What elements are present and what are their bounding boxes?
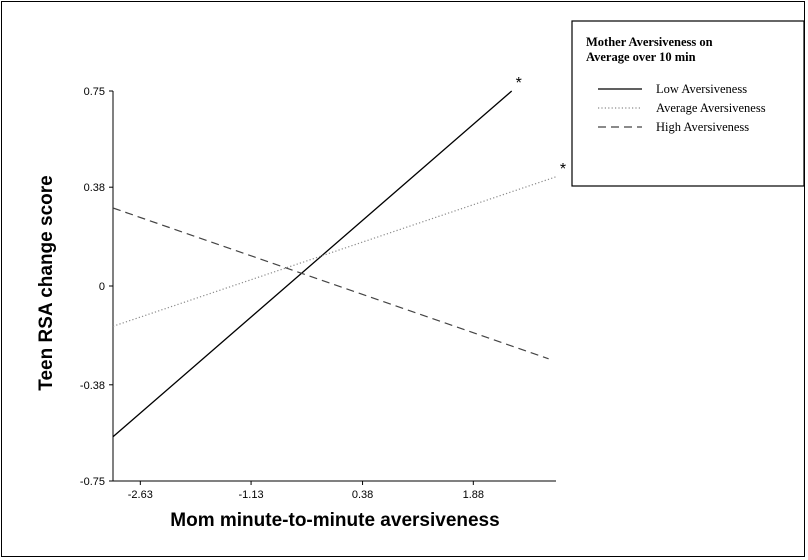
x-tick-label: 0.38 <box>352 489 373 501</box>
significance-marker: * <box>516 75 522 92</box>
y-tick-label: 0 <box>99 281 105 293</box>
series-layer: ** <box>112 75 566 438</box>
legend-label: High Aversiveness <box>656 120 749 134</box>
series-line-high-aversiveness <box>112 207 549 360</box>
legend: Mother Aversiveness on Average over 10 m… <box>571 20 805 187</box>
series-line-average-aversiveness <box>112 176 557 327</box>
y-tick-label: 0.75 <box>84 86 105 98</box>
y-ticks: -0.75 -0.38 0 0.38 0.75 <box>80 86 113 488</box>
legend-title-line1: Mother Aversiveness on <box>586 35 713 49</box>
legend-title-line2: Average over 10 min <box>586 50 696 64</box>
x-tick-label: -2.63 <box>128 489 153 501</box>
legend-items: Low Aversiveness Average Aversiveness High… <box>598 82 766 134</box>
axes <box>112 91 556 482</box>
y-axis-title: Teen RSA change score <box>36 175 57 390</box>
y-tick-label: -0.38 <box>80 380 105 392</box>
y-tick-label: -0.75 <box>80 476 105 488</box>
x-ticks: -2.63 -1.13 0.38 1.88 <box>128 481 484 501</box>
series-line-low-aversiveness <box>112 90 513 438</box>
legend-box <box>571 20 805 187</box>
x-tick-label: -1.13 <box>239 489 264 501</box>
y-tick-label: 0.38 <box>84 182 105 194</box>
x-tick-label: 1.88 <box>463 489 484 501</box>
legend-label: Average Aversiveness <box>656 101 766 115</box>
x-axis-title: Mom minute-to-minute aversiveness <box>170 510 499 531</box>
legend-label: Low Aversiveness <box>656 82 747 96</box>
significance-marker: * <box>560 161 566 178</box>
